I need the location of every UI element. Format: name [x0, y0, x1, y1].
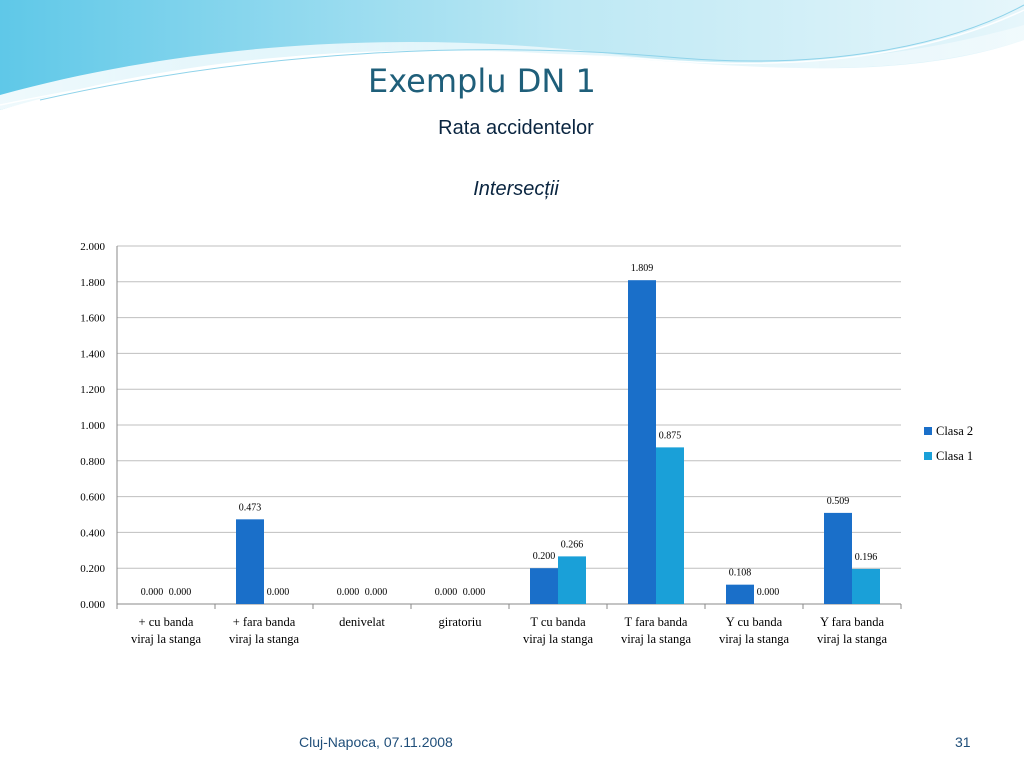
x-tick-label: T cu banda — [530, 615, 586, 629]
x-tick-label: T fara banda — [625, 615, 688, 629]
slide-subtitle: Rata accidentelor — [438, 117, 594, 139]
y-tick-label: 1.600 — [80, 313, 105, 325]
page-number: 31 — [955, 734, 971, 750]
x-tick-label: denivelat — [339, 615, 385, 629]
y-tick-label: 1.200 — [80, 384, 105, 396]
data-label: 0.196 — [855, 552, 878, 563]
y-tick-label: 0.800 — [80, 456, 105, 468]
data-label: 0.000 — [169, 587, 192, 598]
y-tick-label: 0.200 — [80, 563, 105, 575]
footer-location-date: Cluj-Napoca, 07.11.2008 — [299, 734, 453, 750]
legend-swatch — [924, 427, 932, 435]
x-tick-label: giratoriu — [438, 615, 482, 629]
data-label: 0.875 — [659, 430, 682, 441]
data-label: 0.000 — [463, 587, 486, 598]
bar-clasa-1 — [558, 556, 586, 604]
header-decoration — [0, 0, 1024, 110]
data-label: 0.000 — [365, 587, 388, 598]
x-tick-label: viraj la stanga — [229, 632, 300, 646]
data-label: 0.108 — [729, 568, 752, 579]
bar-clasa-1 — [656, 447, 684, 604]
y-tick-label: 1.800 — [80, 277, 105, 289]
chart-title: Intersecții — [473, 178, 559, 200]
y-tick-label: 1.400 — [80, 348, 105, 360]
y-tick-label: 0.400 — [80, 527, 105, 539]
data-label: 0.000 — [141, 587, 164, 598]
legend-swatch — [924, 452, 932, 460]
y-tick-label: 2.000 — [80, 241, 105, 253]
slide-title: Exemplu DN 1 — [368, 62, 596, 100]
bar-clasa-1 — [852, 568, 880, 604]
data-label: 0.000 — [757, 587, 780, 598]
legend-label: Clasa 2 — [936, 424, 973, 438]
x-tick-label: viraj la stanga — [817, 632, 888, 646]
x-tick-label: viraj la stanga — [719, 632, 790, 646]
data-label: 0.473 — [239, 502, 262, 513]
data-label: 0.000 — [267, 587, 290, 598]
bar-clasa-2 — [726, 584, 754, 604]
y-tick-label: 0.000 — [80, 599, 105, 611]
data-label: 0.200 — [533, 551, 556, 562]
x-tick-label: + cu banda — [139, 615, 194, 629]
data-label: 0.266 — [561, 539, 584, 550]
data-label: 0.000 — [337, 587, 360, 598]
x-tick-label: viraj la stanga — [621, 632, 692, 646]
legend-label: Clasa 1 — [936, 449, 973, 463]
data-label: 1.809 — [631, 263, 654, 274]
bar-clasa-2 — [530, 568, 558, 604]
x-tick-label: Y cu banda — [726, 615, 783, 629]
bar-chart: 0.000 0.200 0.400 0.600 0.800 1.000 1.200 1.400… — [80, 241, 973, 646]
bar-clasa-2 — [236, 519, 264, 604]
data-label: 0.509 — [827, 496, 850, 507]
bar-clasa-2 — [628, 280, 656, 604]
x-tick-label: viraj la stanga — [131, 632, 202, 646]
data-label: 0.000 — [435, 587, 458, 598]
x-tick-label: viraj la stanga — [523, 632, 594, 646]
x-tick-label: Y fara banda — [820, 615, 885, 629]
y-tick-label: 1.000 — [80, 420, 105, 432]
x-tick-label: + fara banda — [233, 615, 296, 629]
bar-clasa-2 — [824, 512, 852, 604]
y-tick-label: 0.600 — [80, 492, 105, 504]
